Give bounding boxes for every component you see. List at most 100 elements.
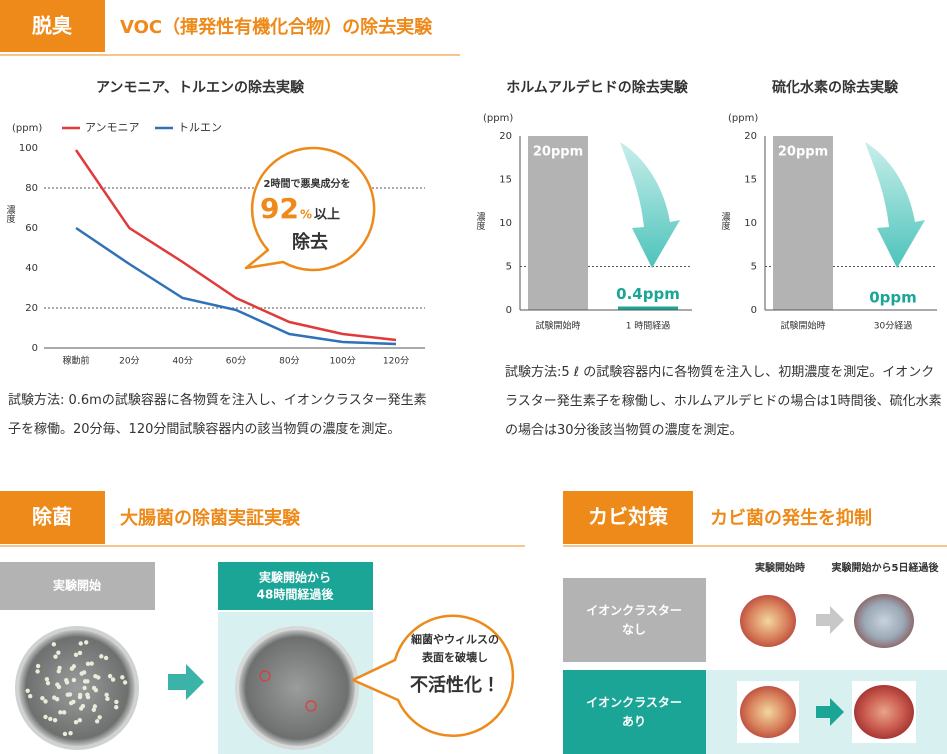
row-label: あり: [622, 715, 646, 729]
y-tick-label: 0: [506, 305, 512, 316]
colony: [77, 650, 83, 656]
bar: [528, 136, 588, 310]
colony: [62, 731, 68, 737]
after-header: [218, 562, 373, 610]
colony: [78, 641, 83, 646]
section-title: 大腸菌の除菌実証実験: [120, 507, 301, 529]
colony: [122, 680, 128, 685]
colony: [58, 710, 63, 715]
x-tick-label: 120分: [383, 356, 409, 367]
colony: [56, 650, 61, 655]
x-tick-label: 試験開始時: [780, 320, 825, 332]
tomato: [740, 686, 796, 738]
column-header: 実験開始から5日経過後: [832, 561, 940, 574]
colony: [35, 663, 41, 669]
colony: [68, 730, 73, 736]
colonies: [25, 640, 128, 737]
colony: [97, 715, 102, 720]
x-tick-label: 試験開始時: [535, 320, 580, 332]
colony: [69, 666, 75, 671]
colony: [71, 677, 77, 683]
data-line: [74, 149, 397, 342]
section-tab-label: カビ対策: [588, 505, 669, 529]
colony: [89, 661, 94, 666]
y-tick-label: 20: [744, 131, 757, 142]
bar: [618, 306, 678, 310]
section-title: カビ菌の発生を抑制: [710, 507, 872, 529]
colony: [91, 707, 97, 713]
colony: [61, 710, 67, 715]
y-tick-label: 10: [744, 218, 757, 229]
y-tick-label: 80: [25, 183, 38, 194]
section-tab-label: 除菌: [32, 505, 72, 529]
colony: [48, 716, 53, 722]
colony: [114, 705, 119, 710]
y-tick-label: 60: [25, 223, 38, 234]
section-tab: [0, 491, 105, 544]
section-tab: [563, 491, 693, 544]
tomato: [854, 594, 914, 648]
value-label: 20ppm: [533, 145, 583, 160]
x-tick-label: 20分: [119, 356, 139, 367]
callout-unit: %: [300, 208, 312, 222]
colony: [104, 692, 109, 698]
value-label: 20ppm: [778, 145, 828, 160]
callout-emphasis: 不活性化！: [410, 674, 500, 696]
y-tick-label: 5: [751, 262, 757, 273]
y-tick-label: 20: [25, 303, 38, 314]
callout-number: 92: [260, 192, 299, 225]
unit-label: (ppm): [728, 113, 758, 124]
colony: [82, 679, 88, 684]
y-tick-label: 15: [499, 175, 512, 186]
before-header: [0, 562, 155, 610]
arrow: [816, 606, 844, 634]
petri-dish: [235, 626, 359, 750]
after-label: 48時間経過後: [257, 587, 335, 602]
row-label: イオンクラスター: [586, 604, 682, 618]
arrow: [168, 664, 204, 700]
colony: [28, 693, 33, 699]
colony: [77, 692, 83, 698]
colony: [40, 696, 45, 701]
colony: [71, 699, 76, 704]
row-header: [563, 670, 706, 754]
colony: [85, 692, 90, 697]
colony: [51, 642, 57, 647]
colony: [114, 699, 119, 705]
y-tick-label: 10: [499, 218, 512, 229]
callout-text: 除去: [292, 231, 328, 253]
row-label: イオンクラスター: [586, 696, 682, 710]
tomato: [740, 595, 796, 647]
colony: [53, 654, 58, 659]
y-tick-label: 40: [25, 263, 38, 274]
colony: [120, 675, 125, 680]
colony: [94, 719, 100, 724]
colony: [45, 680, 51, 686]
colony: [110, 677, 116, 682]
y-tick-label: 100: [19, 143, 38, 154]
colony: [93, 673, 98, 679]
colony: [35, 669, 40, 674]
unit-label: (ppm): [483, 113, 513, 124]
x-tick-label: 80分: [279, 356, 299, 367]
method-note: 試験方法:5 ℓ の試験容器内に各物質を注入し、初期濃度を測定。イオンクラスター…: [505, 365, 942, 438]
y-tick-label: 15: [744, 175, 757, 186]
section-tab-label: 脱臭: [32, 14, 73, 38]
row-label: なし: [622, 623, 646, 637]
colony: [80, 703, 86, 709]
y-axis-label: 濃度: [720, 211, 731, 231]
value-label: 0ppm: [869, 289, 917, 307]
colony: [107, 673, 113, 679]
value-label: 0.4ppm: [616, 285, 680, 303]
callout: [351, 614, 515, 738]
colony: [92, 704, 98, 709]
x-tick-label: 40分: [172, 356, 192, 367]
colony: [73, 652, 79, 657]
callout-text: 表面を破壊し: [421, 650, 488, 664]
x-tick-label: 1 時間経過: [626, 320, 671, 332]
section-tab: [0, 0, 105, 52]
colony: [54, 697, 60, 702]
marker: [305, 700, 317, 712]
colony: [77, 717, 83, 723]
colony: [44, 676, 50, 682]
